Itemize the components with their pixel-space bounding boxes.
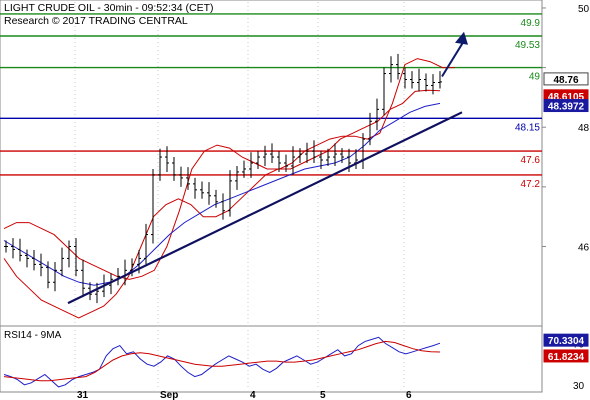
x-tick-label-4: 6	[406, 390, 412, 400]
rsi-badge-bg-1	[543, 349, 589, 363]
lower-band-line	[3, 89, 441, 319]
main-badge-text-0: 48.76	[553, 75, 578, 86]
rsi-badge-text-1: 61.8234	[548, 352, 585, 363]
x-tick-label-1: Sep	[160, 390, 178, 400]
y-tick-label-0: 50	[578, 4, 590, 15]
level-label-1: 49.53	[515, 40, 540, 51]
rsi-tick-label-1: 30	[573, 381, 585, 392]
forecast-arrow-head	[455, 31, 468, 45]
x-tick-label-3: 5	[320, 390, 326, 400]
main-badge-bg-2	[543, 99, 589, 113]
forecast-arrow-shaft	[441, 40, 465, 78]
y-tick-label-1: 48	[578, 123, 590, 134]
main-badge-text-1: 48.6105	[548, 92, 585, 103]
x-tick-label-0: 31	[77, 390, 89, 400]
level-label-2: 49	[529, 72, 541, 83]
trend-layer	[67, 31, 468, 305]
rsi-label: RSI14 - 9MA	[4, 330, 62, 341]
trend-line	[67, 111, 463, 305]
plot-frame	[0, 0, 543, 393]
chart-subtitle: Research © 2017 TRADING CENTRAL	[4, 15, 188, 27]
y-tick-label-2: 46	[578, 242, 590, 253]
rsi-layer	[3, 336, 441, 388]
upper-band-line	[3, 58, 455, 280]
level-label-3: 48.15	[515, 122, 540, 133]
x-tick-label-2: 4	[250, 390, 256, 400]
rsi-badge-text-0: 70.3304	[548, 336, 585, 347]
rsi-badge-bg-0	[543, 333, 589, 347]
level-label-0: 49.9	[521, 18, 541, 29]
level-label-4: 47.6	[521, 155, 541, 166]
main-badge-text-2: 48.3972	[548, 102, 585, 113]
chart-title: LIGHT CRUDE OIL - 30min - 09:52:34 (CET)	[4, 2, 213, 14]
rsi-ma-line	[3, 340, 441, 382]
candles-layer	[4, 53, 442, 304]
level-label-5: 47.2	[521, 179, 541, 190]
main-badge-bg-0	[543, 72, 589, 86]
